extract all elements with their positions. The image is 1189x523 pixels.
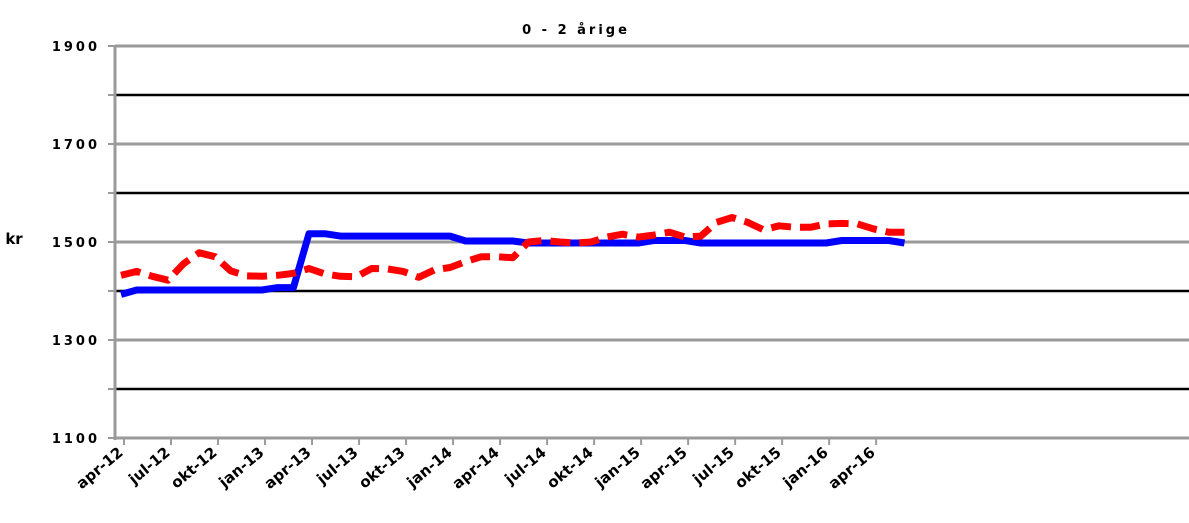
series-line-blue	[120, 230, 906, 298]
y-tick-label: 1300	[52, 334, 100, 349]
series-lines	[120, 214, 906, 298]
chart-title: 0 - 2 årige	[522, 23, 630, 38]
x-tick-labels: apr-12jul-12okt-12jan-13apr-13jul-13okt-…	[73, 443, 879, 492]
series-line-red-dashed	[120, 214, 905, 284]
y-tick-label: 1100	[52, 432, 100, 447]
x-tick-label: jan-15	[591, 443, 644, 492]
x-tick-label: apr-14	[449, 443, 503, 492]
x-tick-label: apr-16	[825, 443, 879, 492]
x-tick-label: apr-13	[261, 443, 315, 492]
x-tick-label: apr-15	[637, 443, 691, 492]
x-tick-label: apr-12	[73, 443, 127, 492]
x-tick-label: okt-14	[543, 443, 596, 492]
x-tick-label: jul-14	[501, 443, 550, 488]
x-tick-label: okt-12	[167, 443, 220, 492]
gridlines	[115, 44, 1189, 391]
axes	[108, 45, 1189, 445]
y-tick-label: 1900	[52, 40, 100, 55]
x-tick-label: jul-15	[689, 443, 738, 488]
x-tick-label: jan-16	[779, 443, 832, 492]
y-axis-label: kr	[5, 230, 23, 248]
x-tick-label: jan-14	[403, 443, 456, 492]
y-tick-label: 1500	[52, 236, 100, 251]
x-tick-label: jul-12	[124, 443, 173, 488]
x-tick-label: okt-15	[731, 443, 784, 492]
x-tick-label: jan-13	[215, 443, 268, 492]
x-tick-label: jul-13	[312, 443, 361, 488]
y-tick-labels: 1100 1300 1500 1700 1900	[52, 40, 100, 447]
x-tick-label: okt-13	[355, 443, 408, 492]
y-tick-label: 1700	[52, 138, 100, 153]
